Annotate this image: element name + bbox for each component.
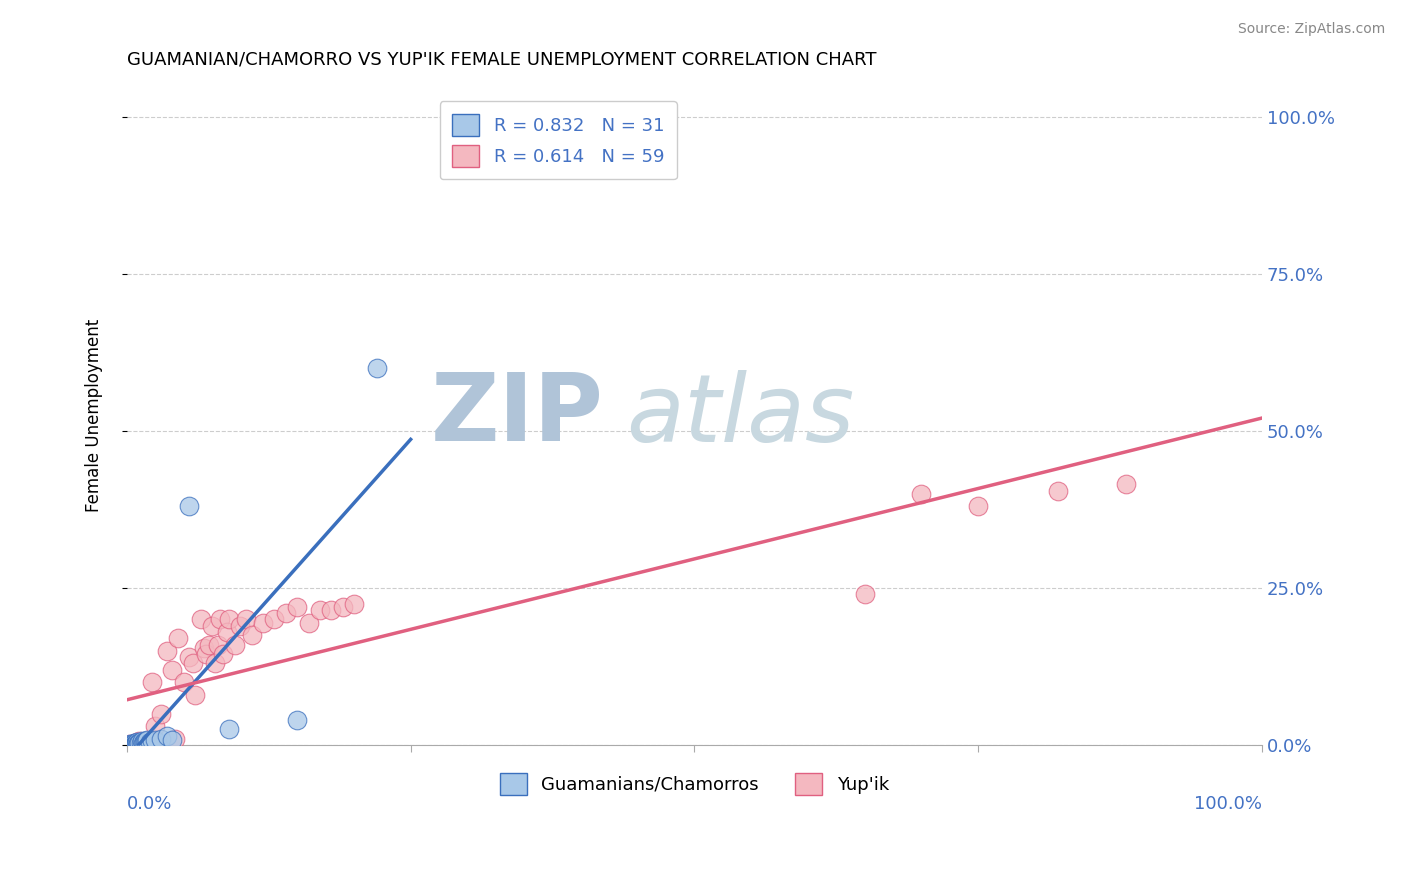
- Point: [124, 738, 146, 752]
- Point: [285, 599, 308, 614]
- Point: [127, 738, 149, 752]
- Point: [143, 733, 166, 747]
- Point: [121, 738, 143, 752]
- Point: [224, 638, 246, 652]
- Point: [120, 738, 142, 752]
- Point: [121, 737, 143, 751]
- Point: [308, 603, 330, 617]
- Point: [156, 644, 179, 658]
- Point: [1115, 477, 1137, 491]
- Point: [141, 733, 163, 747]
- Point: [122, 736, 145, 750]
- Point: [127, 736, 149, 750]
- Point: [195, 647, 218, 661]
- Y-axis label: Female Unemployment: Female Unemployment: [86, 318, 103, 512]
- Point: [131, 738, 153, 752]
- Text: atlas: atlas: [626, 370, 855, 461]
- Point: [124, 738, 146, 752]
- Point: [207, 638, 229, 652]
- Point: [149, 706, 172, 721]
- Point: [343, 597, 366, 611]
- Text: Source: ZipAtlas.com: Source: ZipAtlas.com: [1237, 22, 1385, 37]
- Point: [274, 606, 297, 620]
- Point: [125, 737, 148, 751]
- Point: [208, 612, 231, 626]
- Point: [173, 675, 195, 690]
- Point: [141, 675, 163, 690]
- Point: [127, 735, 149, 749]
- Point: [321, 603, 343, 617]
- Legend: Guamanians/Chamorros, Yup'ik: Guamanians/Chamorros, Yup'ik: [492, 765, 896, 802]
- Point: [163, 731, 186, 746]
- Point: [143, 719, 166, 733]
- Point: [132, 735, 155, 749]
- Point: [181, 657, 204, 671]
- Point: [215, 625, 238, 640]
- Point: [132, 735, 155, 749]
- Point: [179, 500, 201, 514]
- Point: [129, 736, 152, 750]
- Point: [120, 738, 142, 752]
- Point: [138, 735, 160, 749]
- Point: [129, 736, 152, 750]
- Point: [138, 734, 160, 748]
- Point: [910, 487, 932, 501]
- Point: [193, 640, 215, 655]
- Text: GUAMANIAN/CHAMORRO VS YUP'IK FEMALE UNEMPLOYMENT CORRELATION CHART: GUAMANIAN/CHAMORRO VS YUP'IK FEMALE UNEM…: [127, 51, 876, 69]
- Point: [156, 729, 179, 743]
- Point: [162, 733, 184, 747]
- Point: [125, 735, 148, 749]
- Point: [252, 615, 274, 630]
- Point: [132, 735, 155, 749]
- Point: [135, 733, 157, 747]
- Point: [1046, 483, 1069, 498]
- Point: [263, 612, 285, 626]
- Point: [218, 723, 240, 737]
- Point: [128, 735, 150, 749]
- Point: [190, 612, 212, 626]
- Point: [149, 731, 172, 746]
- Point: [162, 663, 184, 677]
- Point: [125, 735, 148, 749]
- Point: [118, 738, 141, 752]
- Point: [120, 738, 142, 752]
- Point: [124, 737, 146, 751]
- Point: [184, 688, 207, 702]
- Point: [197, 638, 219, 652]
- Point: [240, 628, 263, 642]
- Point: [125, 738, 148, 752]
- Point: [136, 733, 159, 747]
- Point: [366, 361, 388, 376]
- Point: [118, 738, 141, 752]
- Point: [128, 734, 150, 748]
- Point: [124, 736, 146, 750]
- Text: ZIP: ZIP: [430, 369, 603, 461]
- Point: [229, 618, 252, 632]
- Point: [127, 738, 149, 752]
- Point: [122, 738, 145, 752]
- Point: [167, 632, 190, 646]
- Point: [967, 500, 990, 514]
- Point: [218, 612, 240, 626]
- Point: [127, 735, 149, 749]
- Point: [131, 734, 153, 748]
- Point: [235, 612, 257, 626]
- Point: [127, 737, 149, 751]
- Point: [212, 647, 235, 661]
- Point: [201, 618, 224, 632]
- Text: 0.0%: 0.0%: [127, 795, 173, 813]
- Point: [285, 713, 308, 727]
- Text: 100.0%: 100.0%: [1194, 795, 1263, 813]
- Point: [179, 650, 201, 665]
- Point: [120, 738, 142, 752]
- Point: [134, 734, 156, 748]
- Point: [332, 599, 354, 614]
- Point: [297, 615, 319, 630]
- Point: [134, 733, 156, 747]
- Point: [121, 737, 143, 751]
- Point: [853, 587, 876, 601]
- Point: [204, 657, 226, 671]
- Point: [136, 735, 159, 749]
